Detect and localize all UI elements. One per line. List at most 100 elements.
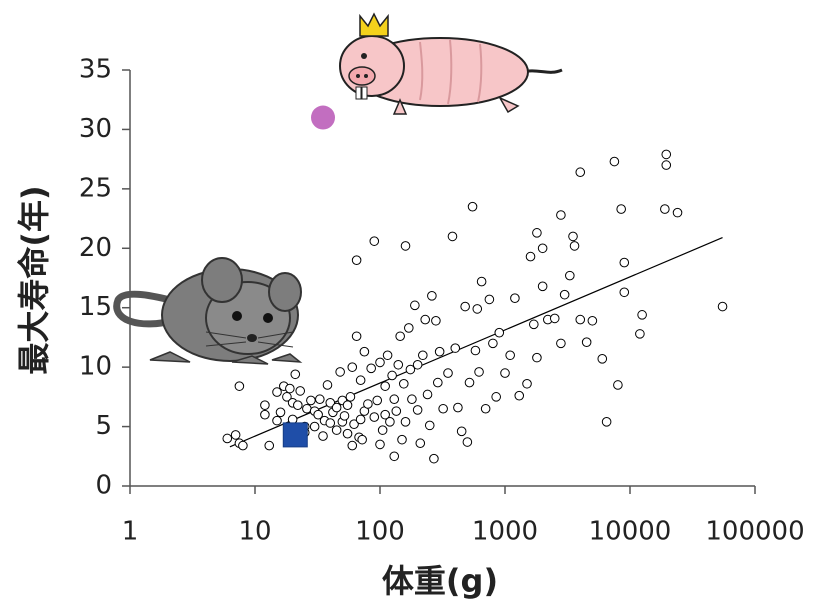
point xyxy=(538,244,547,253)
point xyxy=(401,242,410,251)
point xyxy=(602,418,611,427)
point xyxy=(588,316,597,325)
point xyxy=(276,408,285,417)
page: {"chart_data": { "type": "scatter", "x_l… xyxy=(0,0,824,601)
point xyxy=(316,395,325,404)
point xyxy=(411,301,420,310)
point xyxy=(661,205,670,214)
point xyxy=(492,393,501,402)
point xyxy=(332,426,341,435)
point xyxy=(468,202,477,211)
point xyxy=(370,237,379,246)
point xyxy=(356,415,365,424)
point xyxy=(451,344,460,353)
point xyxy=(378,426,387,435)
point xyxy=(489,339,498,348)
point xyxy=(444,369,453,378)
point xyxy=(386,418,395,427)
point xyxy=(662,161,671,170)
point xyxy=(291,370,300,379)
mole-rat-illustration xyxy=(340,14,562,114)
point xyxy=(425,421,434,430)
point xyxy=(399,379,408,388)
point xyxy=(610,157,619,166)
point xyxy=(477,277,486,286)
point xyxy=(370,413,379,422)
point xyxy=(533,353,542,362)
point xyxy=(413,406,422,415)
point xyxy=(526,252,535,261)
y-axis-title: 最大寿命(年) xyxy=(15,185,53,374)
point xyxy=(598,355,607,364)
point xyxy=(343,401,352,410)
point xyxy=(636,330,645,339)
point xyxy=(376,440,385,449)
point xyxy=(408,395,417,404)
point xyxy=(323,381,332,390)
point xyxy=(336,368,345,377)
trend-line xyxy=(230,238,723,447)
point xyxy=(383,351,392,360)
point xyxy=(352,332,361,341)
y-tick-label: 10 xyxy=(79,352,112,382)
point xyxy=(454,403,463,412)
point xyxy=(390,395,399,404)
point xyxy=(392,407,401,416)
point xyxy=(381,382,390,391)
point xyxy=(614,381,623,390)
point xyxy=(433,378,442,387)
point xyxy=(235,382,244,391)
mouse-illustration xyxy=(117,258,301,364)
y-tick-label: 30 xyxy=(79,114,112,144)
point xyxy=(423,390,432,399)
point xyxy=(457,427,466,436)
point xyxy=(413,360,422,369)
point xyxy=(461,302,470,311)
point xyxy=(475,368,484,377)
point xyxy=(239,441,248,450)
point xyxy=(352,256,361,265)
point xyxy=(638,311,647,320)
point xyxy=(582,338,591,347)
point xyxy=(432,316,441,325)
x-tick-label: 1000 xyxy=(472,517,538,547)
point xyxy=(416,439,425,448)
x-axis-title: 体重(g) xyxy=(382,562,498,600)
point xyxy=(473,305,482,314)
point xyxy=(576,168,585,177)
point xyxy=(560,290,569,299)
point xyxy=(463,438,472,447)
point xyxy=(296,387,305,396)
point xyxy=(662,150,671,159)
point xyxy=(348,363,357,372)
point xyxy=(376,358,385,367)
point xyxy=(340,412,349,421)
x-tick-label: 10000 xyxy=(589,517,672,547)
point xyxy=(570,242,579,251)
point xyxy=(396,332,405,341)
point xyxy=(515,391,524,400)
point xyxy=(620,258,629,267)
x-tick-label: 10 xyxy=(238,517,271,547)
point xyxy=(481,404,490,413)
point xyxy=(617,205,626,214)
point xyxy=(405,324,414,333)
point xyxy=(530,320,539,329)
point xyxy=(533,229,542,238)
x-tick-label: 1 xyxy=(122,517,139,547)
point xyxy=(346,393,355,402)
y-tick-label: 20 xyxy=(79,233,112,263)
point xyxy=(286,384,295,393)
point xyxy=(307,396,316,405)
point xyxy=(485,295,494,304)
y-tick-label: 35 xyxy=(79,55,112,85)
point xyxy=(364,400,373,409)
point xyxy=(435,347,444,356)
point xyxy=(294,401,303,410)
point xyxy=(231,431,240,440)
point xyxy=(430,454,439,463)
point xyxy=(495,328,504,337)
point xyxy=(421,315,430,324)
point xyxy=(358,435,367,444)
point xyxy=(348,441,357,450)
